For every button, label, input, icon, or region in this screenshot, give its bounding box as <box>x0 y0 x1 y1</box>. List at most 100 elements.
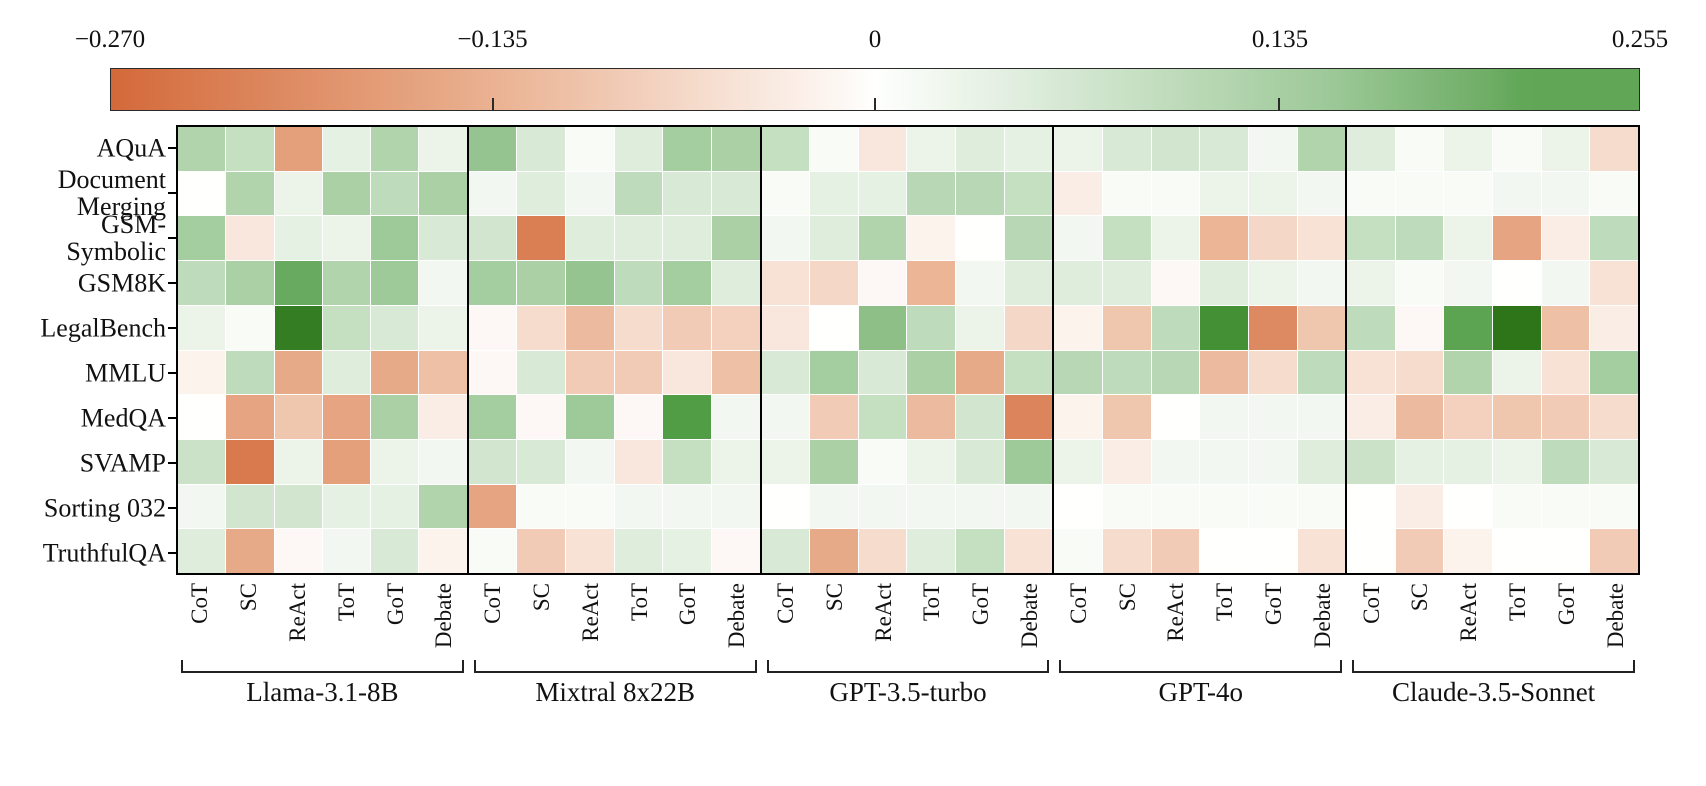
heatmap-cell <box>274 484 322 529</box>
column-label-text: ReAct <box>577 583 603 642</box>
heatmap-cell <box>1054 350 1103 395</box>
y-axis-tick <box>168 551 176 554</box>
heatmap-cell <box>1248 350 1297 395</box>
heatmap-cell <box>1541 529 1590 573</box>
heatmap-cell <box>274 171 322 216</box>
heatmap-cell <box>1541 127 1590 171</box>
heatmap-cell <box>419 216 467 261</box>
heatmap-cell <box>1248 484 1297 529</box>
heatmap-cell <box>1297 350 1346 395</box>
heatmap-cell <box>1347 529 1395 573</box>
heatmap-cell <box>956 171 1004 216</box>
heatmap-cell <box>419 350 467 395</box>
heatmap-cell <box>761 216 810 261</box>
group-label-mixtral-8x22b: Mixtral 8x22B <box>535 677 696 707</box>
y-axis-tick <box>168 236 176 239</box>
heatmap-cell <box>274 350 322 395</box>
heatmap-cell <box>956 484 1004 529</box>
heatmap-cell <box>614 171 663 216</box>
heatmap-cell <box>322 439 371 484</box>
heatmap-cell <box>226 171 274 216</box>
heatmap-cell <box>371 305 419 350</box>
heatmap-cell <box>956 439 1004 484</box>
heatmap-cell <box>419 529 467 573</box>
heatmap-cell <box>322 171 371 216</box>
heatmap-cell <box>1054 261 1103 305</box>
heatmap-cell <box>274 439 322 484</box>
heatmap-cell <box>566 171 614 216</box>
heatmap-cell <box>907 127 956 171</box>
heatmap-cell <box>663 529 711 573</box>
heatmap-cell <box>810 216 858 261</box>
heatmap-cell <box>1541 171 1590 216</box>
heatmap-cell <box>1493 216 1541 261</box>
heatmap-cell <box>419 395 467 439</box>
heatmap-cell <box>1590 127 1638 171</box>
heatmap-cell <box>1444 305 1493 350</box>
column-label-text: ReAct <box>1456 583 1482 642</box>
column-label-text: SC <box>529 583 554 612</box>
heatmap-cell <box>1444 395 1493 439</box>
heatmap-cell <box>1297 261 1346 305</box>
heatmap-cell <box>517 127 566 171</box>
heatmap-cell <box>810 395 858 439</box>
heatmap-cell <box>858 127 907 171</box>
heatmap-cell <box>711 439 760 484</box>
heatmap-cell <box>1151 439 1200 484</box>
heatmap-cell <box>566 261 614 305</box>
heatmap-cell <box>1395 261 1444 305</box>
heatmap-cell <box>322 395 371 439</box>
heatmap-cell <box>1590 261 1638 305</box>
heatmap-cell <box>858 305 907 350</box>
heatmap-cell <box>858 216 907 261</box>
heatmap-cell <box>566 529 614 573</box>
heatmap-cell <box>810 261 858 305</box>
heatmap-cell <box>1200 127 1248 171</box>
heatmap-cell <box>956 261 1004 305</box>
heatmap-cell <box>1347 216 1395 261</box>
heatmap-cell <box>761 171 810 216</box>
heatmap-cell <box>468 127 517 171</box>
heatmap-cell <box>761 350 810 395</box>
heatmap-cell <box>1395 127 1444 171</box>
row-label-svamp: SVAMP <box>79 447 166 477</box>
heatmap-cell <box>858 484 907 529</box>
column-label-text: GoT <box>675 583 701 626</box>
heatmap-cell <box>274 395 322 439</box>
heatmap-cell <box>419 439 467 484</box>
heatmap-cell <box>761 261 810 305</box>
heatmap-cell <box>907 484 956 529</box>
heatmap-cell <box>1347 305 1395 350</box>
heatmap-cell <box>566 350 614 395</box>
heatmap-cell <box>1054 439 1103 484</box>
heatmap-cell <box>517 439 566 484</box>
colorbar-tick-label: −0.270 <box>74 26 146 53</box>
heatmap-cell <box>614 127 663 171</box>
column-label-text: ReAct <box>1163 583 1189 642</box>
heatmap-cell <box>1493 127 1541 171</box>
heatmap-cell <box>322 261 371 305</box>
heatmap-cell <box>614 529 663 573</box>
heatmap-cell <box>1347 484 1395 529</box>
heatmap-cell <box>1444 439 1493 484</box>
colorbar-tick-label: 0.255 <box>1611 26 1669 53</box>
heatmap-cell <box>1444 261 1493 305</box>
heatmap-cell <box>858 261 907 305</box>
column-label-text: Debate <box>1017 583 1042 649</box>
heatmap-cell <box>1444 216 1493 261</box>
heatmap-cell <box>614 395 663 439</box>
column-label-text: ToT <box>919 583 945 621</box>
heatmap-cell <box>1054 484 1103 529</box>
heatmap-cell <box>614 216 663 261</box>
heatmap-cell <box>810 350 858 395</box>
heatmap-cell <box>956 305 1004 350</box>
heatmap-cell <box>1590 395 1638 439</box>
heatmap-cell <box>226 261 274 305</box>
colorbar-tick-label: 0.135 <box>1251 26 1309 53</box>
column-label-text: CoT <box>480 583 506 624</box>
heatmap-cell <box>468 529 517 573</box>
heatmap-cell <box>178 529 226 573</box>
heatmap-cell <box>1297 171 1346 216</box>
heatmap-cell <box>907 171 956 216</box>
